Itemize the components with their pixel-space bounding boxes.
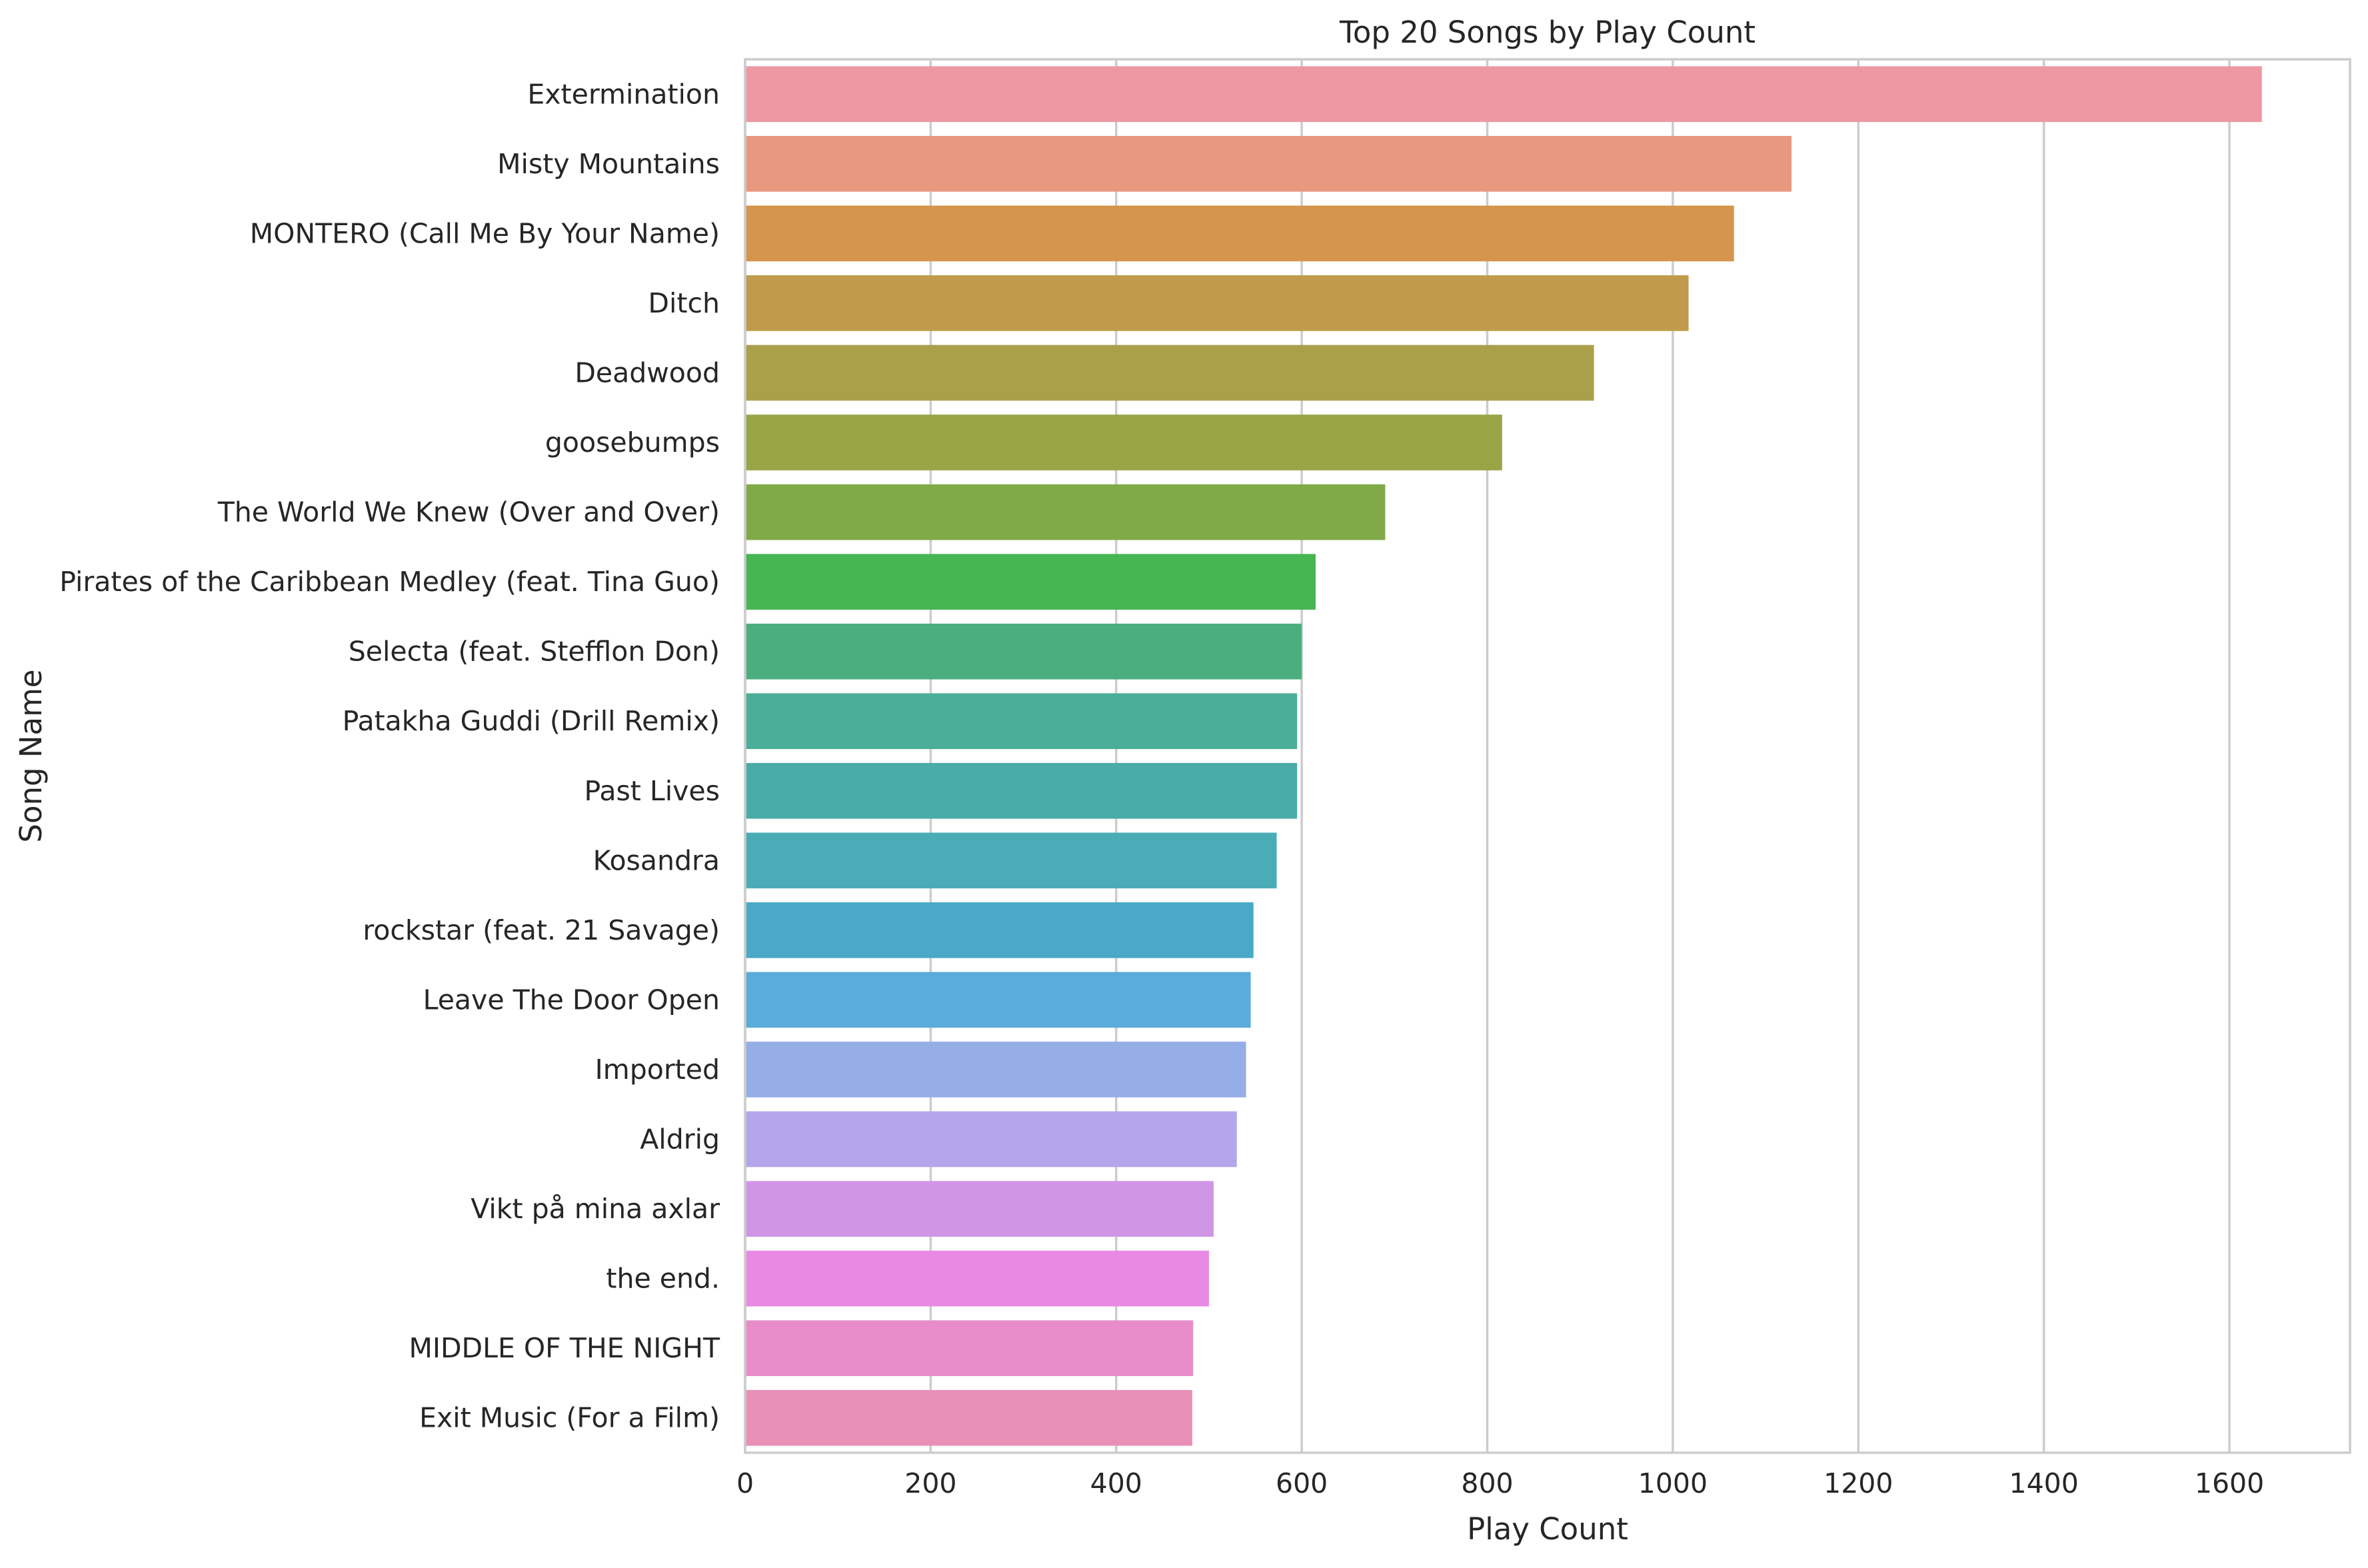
- y-tick-label: Deadwood: [575, 357, 720, 389]
- bar: [745, 762, 1298, 819]
- y-tick-label: MONTERO (Call Me By Your Name): [250, 217, 720, 249]
- bar: [745, 623, 1302, 680]
- chart-title: Top 20 Songs by Play Count: [1339, 15, 1756, 50]
- x-tick-label: 400: [1090, 1467, 1142, 1499]
- y-tick-label: MIDDLE OF THE NIGHT: [409, 1332, 720, 1364]
- y-tick-label: The World We Knew (Over and Over): [217, 496, 720, 528]
- y-tick-label: Kosandra: [593, 844, 720, 876]
- x-tick-label: 1400: [2009, 1467, 2078, 1499]
- y-tick-label: Past Lives: [584, 775, 720, 807]
- y-tick-label: goosebumps: [545, 426, 720, 458]
- bar: [745, 1042, 1246, 1098]
- y-tick-label: Aldrig: [640, 1124, 720, 1156]
- y-tick-label: Exit Music (For a Film): [419, 1402, 720, 1434]
- bar: [745, 275, 1689, 331]
- y-tick-label: Selecta (feat. Stefflon Don): [349, 636, 720, 668]
- x-tick-label: 0: [736, 1467, 754, 1499]
- bar: [745, 972, 1251, 1028]
- bar: [745, 1111, 1237, 1168]
- x-tick-label: 800: [1461, 1467, 1513, 1499]
- y-tick-label: Misty Mountains: [497, 148, 720, 180]
- bar: [745, 832, 1277, 889]
- y-tick-label: Ditch: [648, 287, 720, 319]
- x-axis-title: Play Count: [1467, 1511, 1628, 1547]
- x-tick-label: 1200: [1823, 1467, 1893, 1499]
- bar: [745, 902, 1254, 958]
- y-tick-label: rockstar (feat. 21 Savage): [363, 914, 720, 946]
- grid-lines: [744, 59, 2231, 1453]
- plot-frame: [744, 58, 2351, 1454]
- bars: [745, 66, 2262, 1446]
- x-tick-label: 1000: [1638, 1467, 1708, 1499]
- bar: [745, 1320, 1194, 1376]
- bar: [745, 136, 1792, 192]
- x-tick-label: 1600: [2195, 1467, 2264, 1499]
- y-tick-label: Patakha Guddi (Drill Remix): [343, 705, 720, 737]
- y-tick-labels: Extermination Misty Mountains MONTERO (Cal…: [59, 78, 720, 1433]
- bar: [745, 205, 1734, 262]
- bar: [745, 484, 1386, 540]
- bar: [745, 1389, 1192, 1446]
- y-tick-label: the end.: [606, 1263, 720, 1295]
- bar: [745, 554, 1316, 610]
- bar: [745, 66, 2262, 123]
- y-tick-label: Vikt på mina axlar: [471, 1193, 720, 1225]
- y-axis-title: Song Name: [13, 669, 49, 842]
- y-tick-label: Leave The Door Open: [423, 984, 720, 1016]
- x-tick-label: 600: [1276, 1467, 1328, 1499]
- x-tick-label: 200: [904, 1467, 956, 1499]
- x-tick-labels: 0 200 400 600 800 1000 1200 1400 1600: [736, 1467, 2264, 1499]
- bar: [745, 414, 1502, 470]
- bar: [745, 345, 1594, 401]
- bar: [745, 1181, 1214, 1237]
- y-tick-label: Imported: [595, 1054, 720, 1086]
- y-tick-label: Extermination: [527, 78, 720, 110]
- bar: [745, 693, 1298, 750]
- y-tick-label: Pirates of the Caribbean Medley (feat. T…: [59, 566, 720, 598]
- bar: [745, 1250, 1209, 1307]
